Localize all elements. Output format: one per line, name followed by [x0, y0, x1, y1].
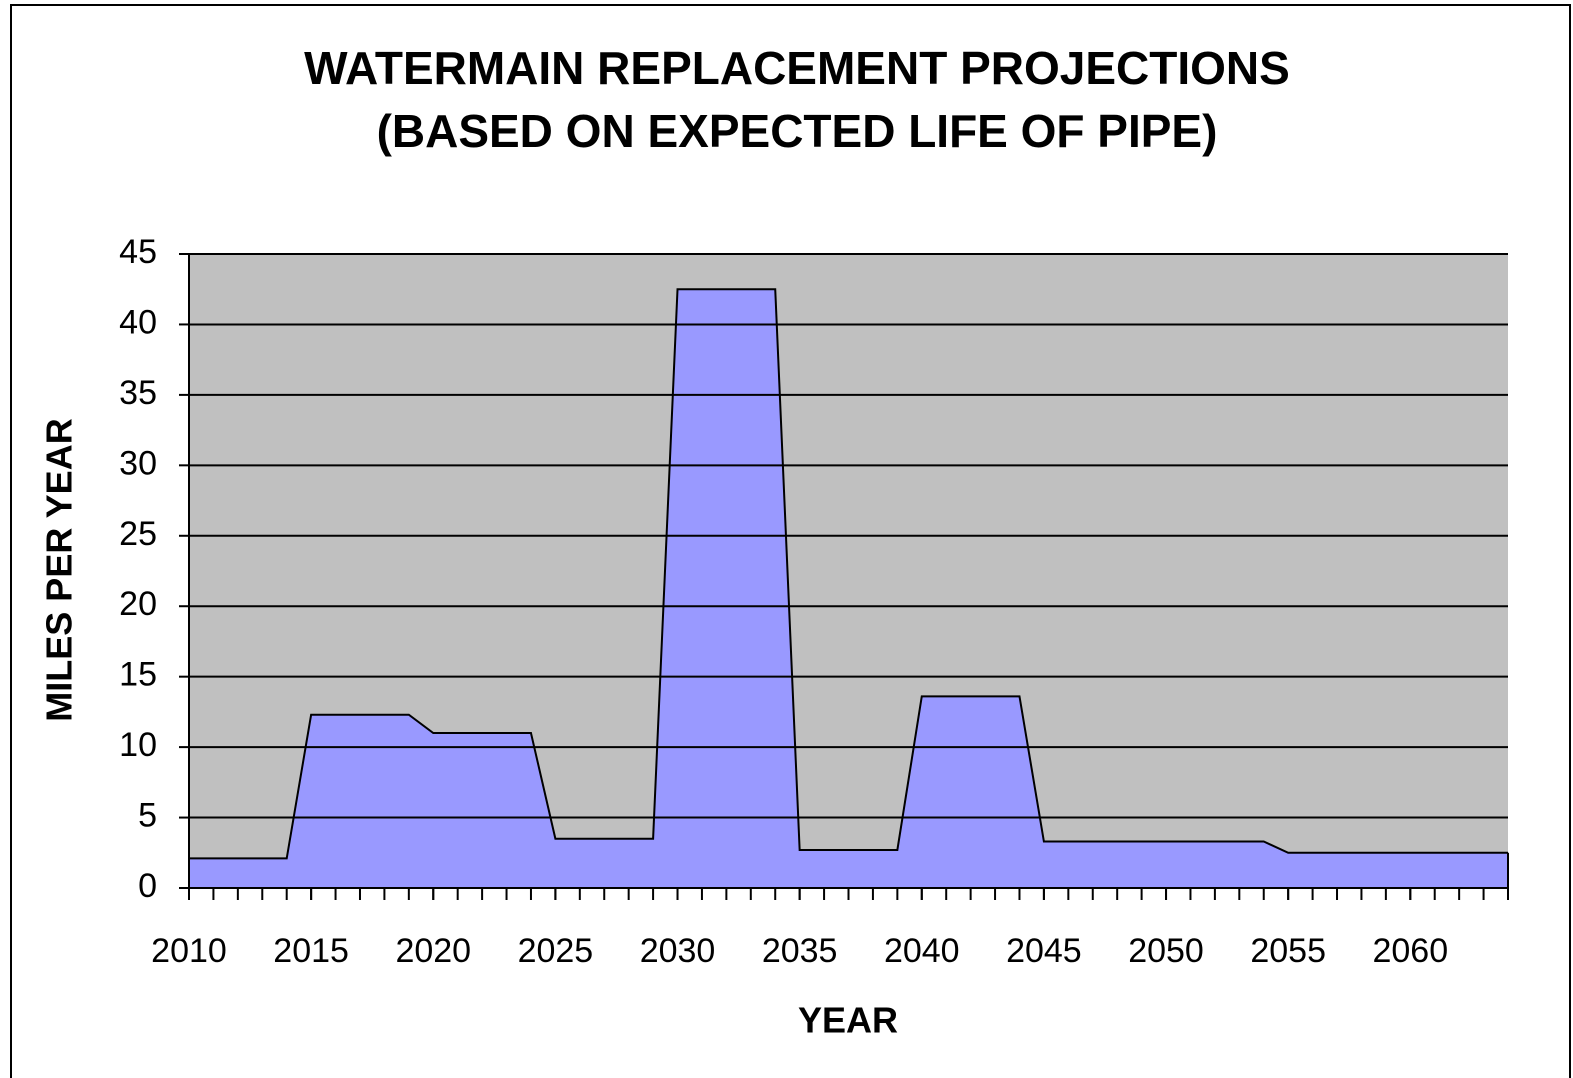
x-tick-label: 2020	[395, 932, 471, 970]
y-tick-label: 45	[119, 233, 157, 271]
x-tick-label: 2035	[762, 932, 838, 970]
y-tick-label: 25	[119, 515, 157, 553]
x-tick-label: 2055	[1250, 932, 1326, 970]
x-tick-label: 2050	[1128, 932, 1204, 970]
x-tick-label: 2030	[640, 932, 716, 970]
x-tick-label: 2010	[151, 932, 227, 970]
y-tick-label: 0	[138, 867, 157, 905]
chart-title: WATERMAIN REPLACEMENT PROJECTIONS	[304, 42, 1290, 94]
x-tick-label: 2025	[518, 932, 594, 970]
y-axis-title: MILES PER YEAR	[39, 418, 80, 721]
x-tick-label: 2040	[884, 932, 960, 970]
area-line	[189, 288, 1508, 860]
y-tick-label: 35	[119, 374, 157, 412]
x-tick-label: 2045	[1006, 932, 1082, 970]
y-tick-label: 20	[119, 585, 157, 623]
x-tick-label: 2015	[273, 932, 349, 970]
x-axis-title: YEAR	[798, 1000, 898, 1041]
x-tick-label: 2060	[1372, 932, 1448, 970]
chart-subtitle: (BASED ON EXPECTED LIFE OF PIPE)	[377, 105, 1218, 157]
area-fill	[189, 289, 1508, 888]
y-tick-label: 10	[119, 726, 157, 764]
y-tick-label: 5	[138, 797, 157, 835]
y-tick-label: 30	[119, 444, 157, 482]
y-tick-label: 40	[119, 303, 157, 341]
y-tick-label: 15	[119, 656, 157, 694]
